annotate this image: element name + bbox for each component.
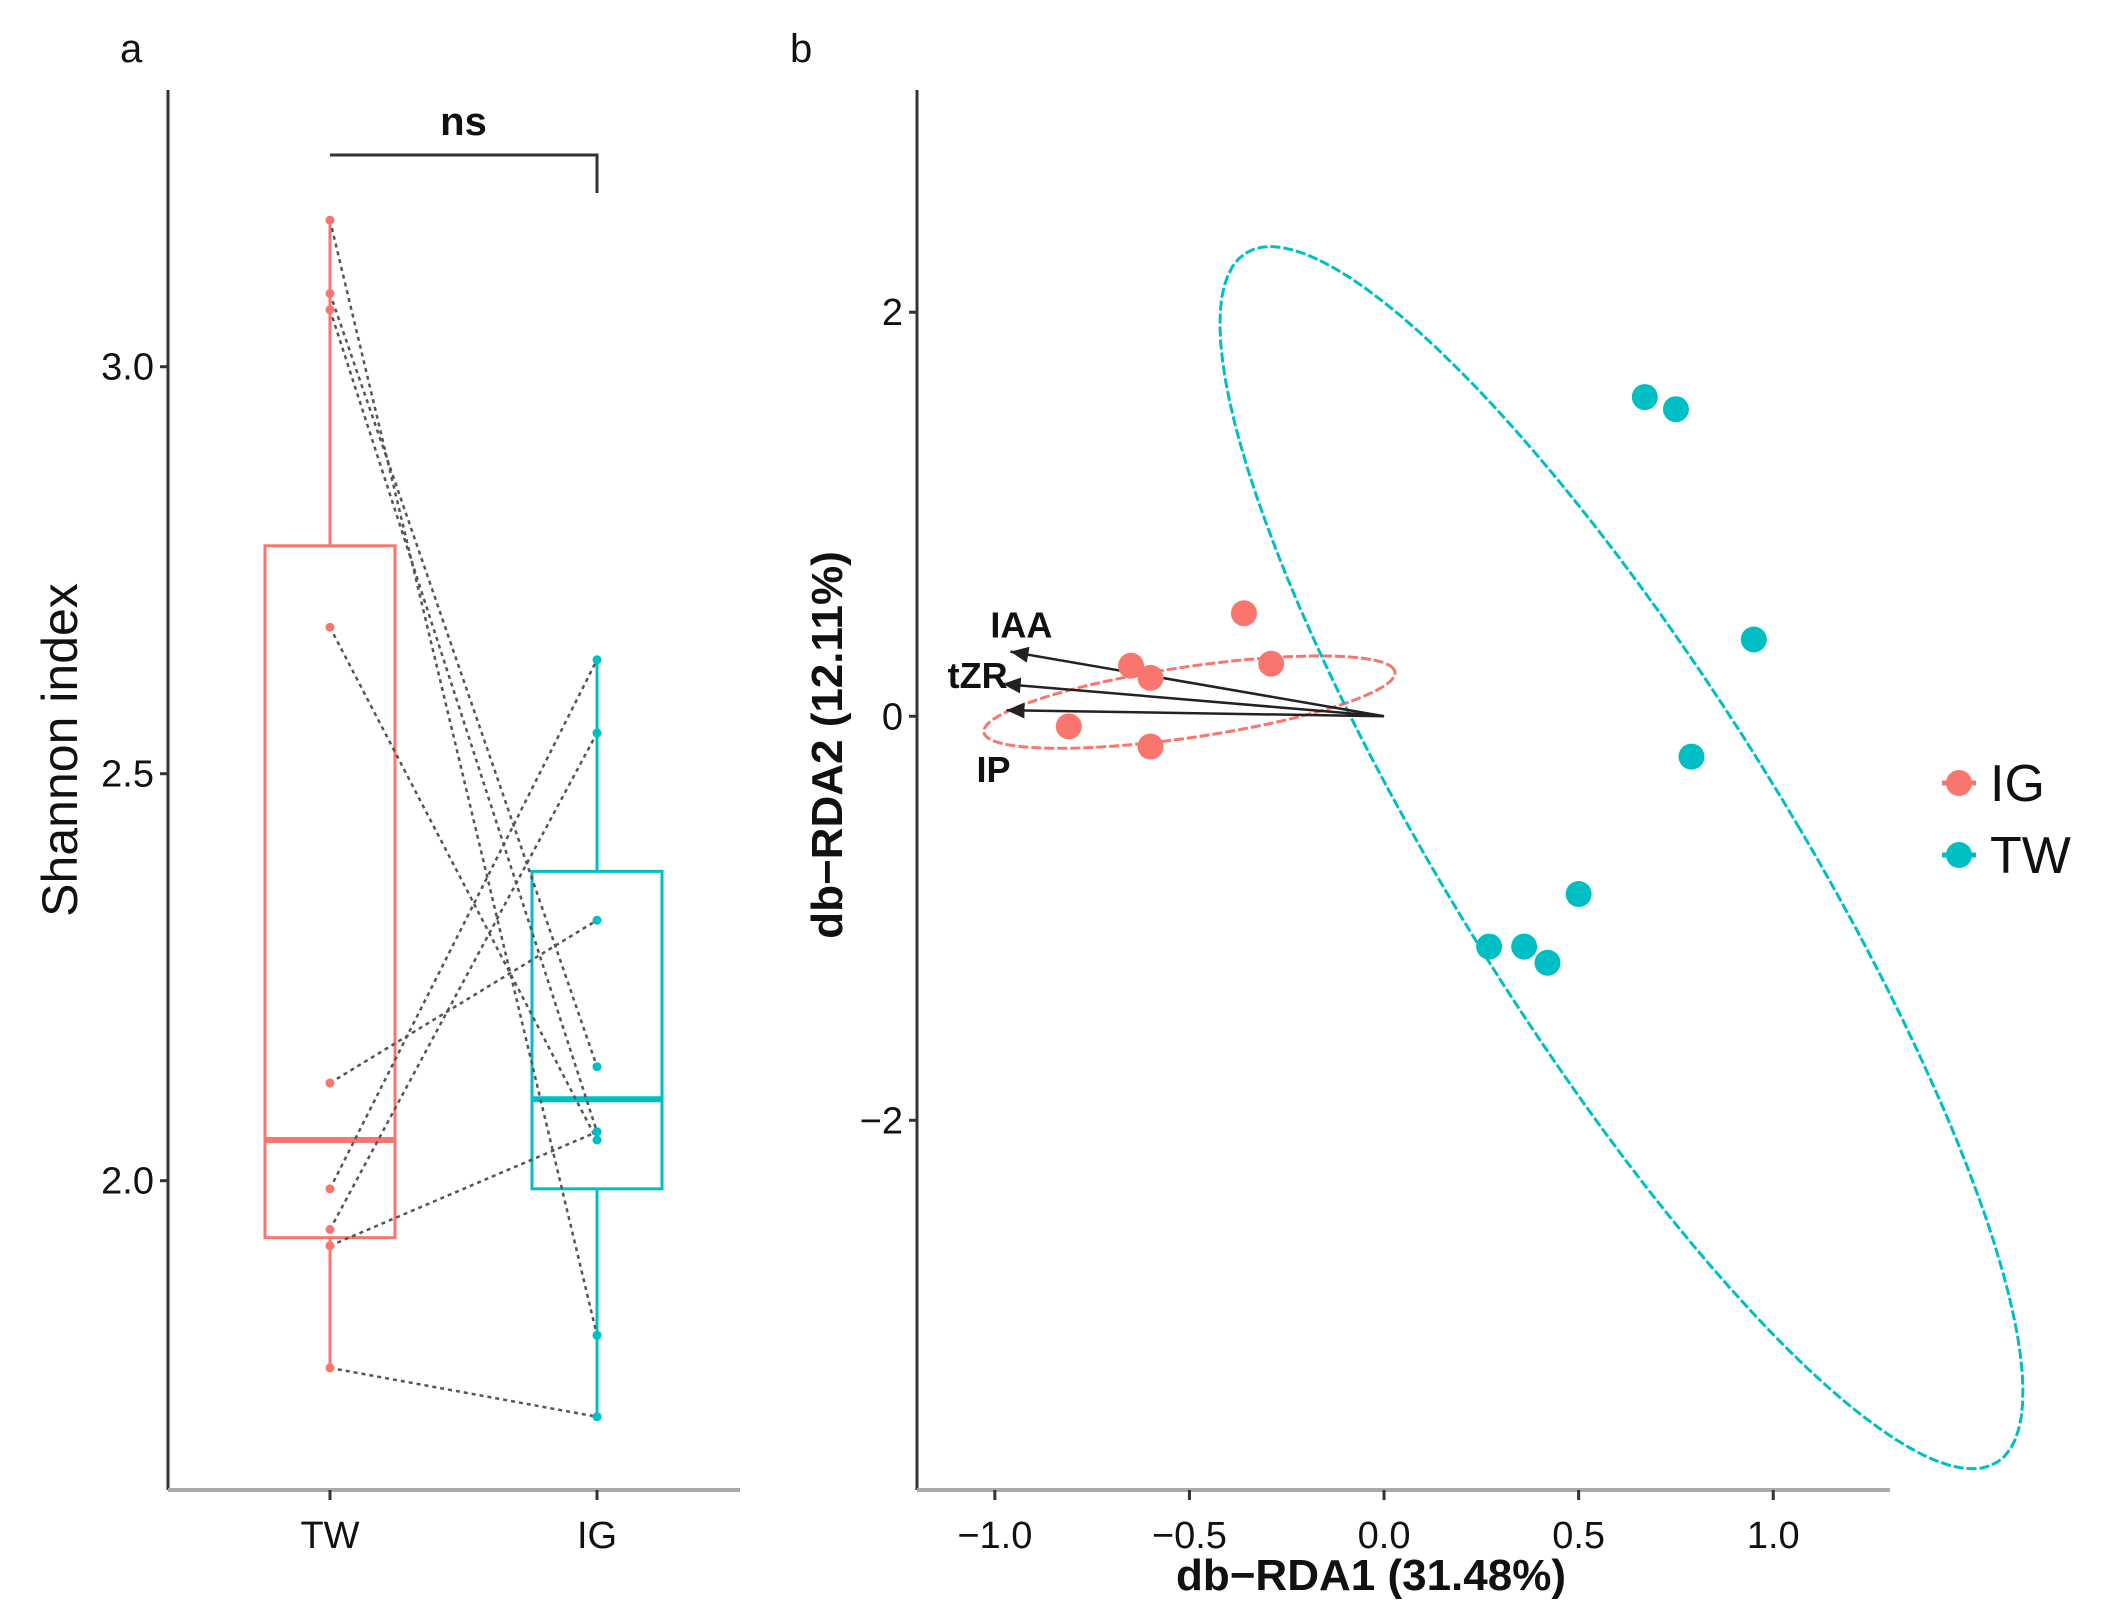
point-IG <box>592 1062 602 1072</box>
legend: IG TW <box>1942 755 2071 885</box>
legend-key-dot-IG <box>1946 770 1972 796</box>
panel-a-boxplot: ns 2.0 2.5 3.0 TW IG Shannon index <box>32 90 740 1557</box>
arrow-label-IP: IP <box>977 749 1011 790</box>
y-tick-label: 2.5 <box>101 754 154 796</box>
y-tick-label: 0 <box>882 696 903 738</box>
box-IG <box>530 869 664 1191</box>
environment-arrows: IAA tZR IP <box>948 605 1385 790</box>
point-TW <box>1678 743 1705 770</box>
x-tick-label: TW <box>300 1515 359 1557</box>
paired-line <box>329 1130 598 1247</box>
panel-a-label: a <box>120 27 143 71</box>
arrowhead-IAA <box>1010 646 1030 663</box>
point-TW <box>325 622 335 632</box>
point-IG <box>592 1330 602 1340</box>
panel-a-y-axis-title: Shannon index <box>32 583 88 917</box>
point-IG <box>1230 600 1257 627</box>
point-IG <box>1118 652 1145 679</box>
point-TW <box>325 1184 335 1194</box>
y-tick-label: 2 <box>882 292 903 334</box>
paired-line <box>329 919 598 1085</box>
boxplots <box>263 220 664 1417</box>
point-IG <box>592 1135 602 1145</box>
point-TW <box>1476 933 1503 960</box>
point-IG <box>1137 733 1164 760</box>
point-TW <box>1565 881 1592 908</box>
paired-line <box>328 309 599 1133</box>
paired-line <box>329 1366 598 1418</box>
arrow-tZR <box>1002 682 1385 718</box>
x-tick-label: IG <box>577 1515 617 1557</box>
panel-b-x-axis-title: db−RDA1 (31.48%) <box>1176 1551 1566 1600</box>
arrowhead-IP <box>1006 702 1025 719</box>
x-tick-label: 0.5 <box>1552 1515 1605 1557</box>
ellipse-TW <box>1218 244 2025 1471</box>
point-TW <box>325 1225 335 1235</box>
point-IG <box>1055 713 1082 740</box>
point-TW <box>325 305 335 315</box>
point-TW <box>325 1363 335 1373</box>
arrow-label-IAA: IAA <box>990 605 1052 646</box>
panel-b-axes: −2 0 2 −1.0 −0.5 0.0 0.5 1.0 <box>860 90 1890 1557</box>
significance-bracket: ns <box>330 100 599 193</box>
point-IG <box>1258 650 1285 677</box>
point-TW <box>325 1241 335 1251</box>
x-tick-label: 1.0 <box>1747 1515 1800 1557</box>
point-TW <box>1631 384 1658 411</box>
paired-line <box>328 732 599 1231</box>
panel-b-ordination: IAA tZR IP −2 0 2 −1.0 −0.5 0.0 0.5 1.0 db−RDA1 (… <box>803 90 2025 1600</box>
point-TW <box>1511 933 1538 960</box>
arrowhead-tZR <box>1002 677 1022 694</box>
significance-bracket-line <box>330 153 599 193</box>
box-TW <box>263 544 397 1240</box>
legend-label-IG: IG <box>1990 755 2045 813</box>
x-tick-label: −1.0 <box>957 1515 1032 1557</box>
legend-key-dot-TW <box>1946 842 1972 868</box>
point-IG <box>592 728 602 738</box>
sample-points <box>1055 384 1767 976</box>
point-TW <box>1534 949 1561 976</box>
paired-line <box>328 626 599 1141</box>
y-tick-label: −2 <box>860 1100 903 1142</box>
paired-line <box>328 293 599 1068</box>
legend-label-TW: TW <box>1990 827 2071 885</box>
paired-line <box>328 659 599 1190</box>
panel-a-axes: 2.0 2.5 3.0 TW IG <box>101 90 740 1557</box>
point-TW <box>325 288 335 298</box>
point-IG <box>592 1412 602 1422</box>
point-IG <box>592 1127 602 1137</box>
point-TW <box>325 215 335 225</box>
y-tick-label: 3.0 <box>101 347 154 389</box>
arrow-IAA <box>1010 650 1385 718</box>
point-IG <box>592 915 602 925</box>
point-TW <box>325 1078 335 1088</box>
point-TW <box>1740 626 1767 653</box>
panel-b-label: b <box>790 27 812 71</box>
point-IG <box>1137 664 1164 691</box>
paired-lines <box>328 219 599 1418</box>
point-TW <box>1662 396 1689 423</box>
arrow-IP <box>1006 708 1385 718</box>
arrow-label-tZR: tZR <box>948 655 1008 696</box>
ellipse-IG <box>982 654 1397 750</box>
paired-line <box>328 219 599 1336</box>
sample-points <box>325 215 602 1422</box>
group-ellipses <box>982 244 2025 1471</box>
x-tick-label: 0.0 <box>1358 1515 1411 1557</box>
y-tick-label: 2.0 <box>101 1161 154 1203</box>
point-IG <box>592 655 602 665</box>
x-tick-label: −0.5 <box>1152 1515 1227 1557</box>
panel-b-y-axis-title: db−RDA2 (12.11%) <box>803 551 852 939</box>
significance-label: ns <box>440 100 487 144</box>
